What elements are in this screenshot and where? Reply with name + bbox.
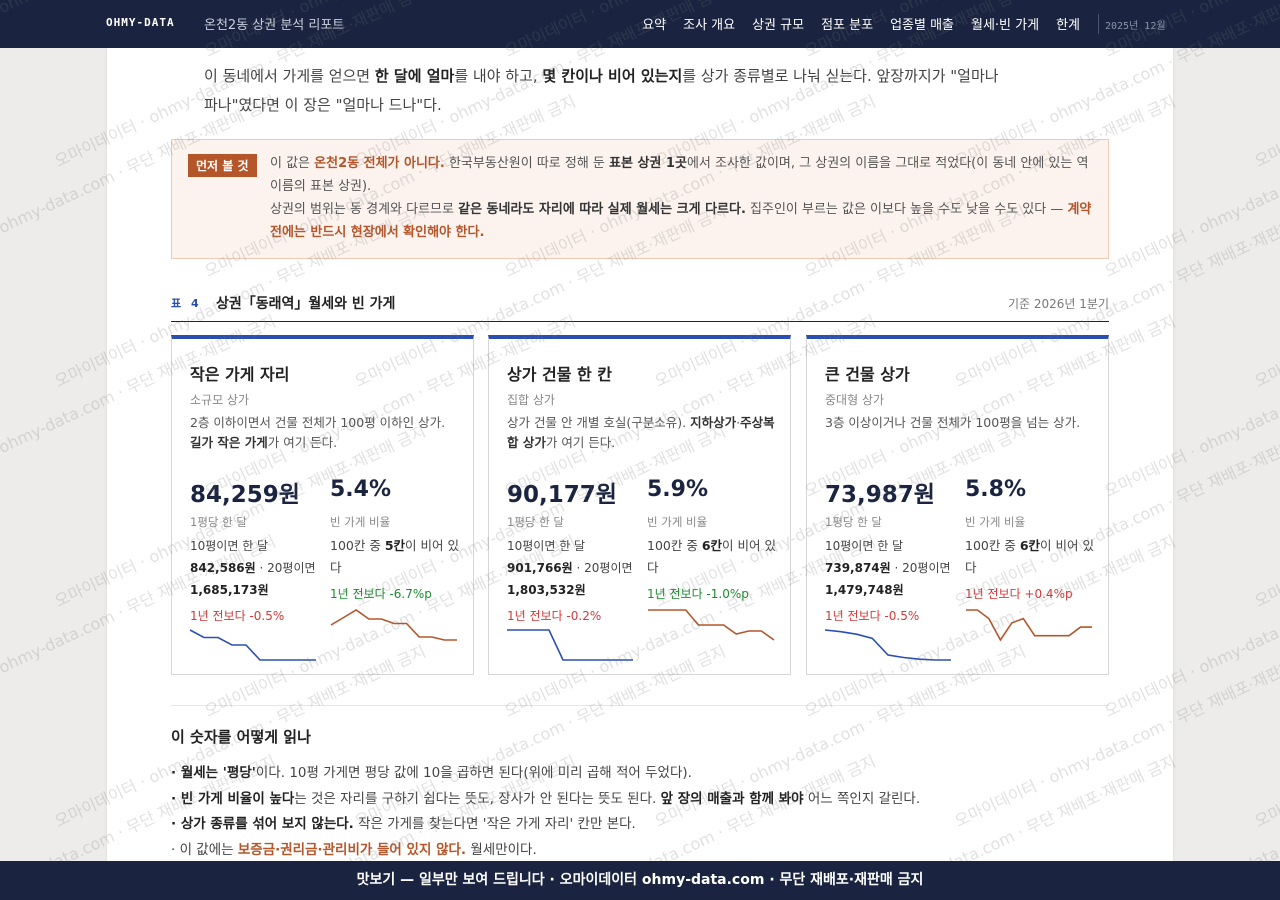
card-subtitle: 집합 상가: [507, 393, 555, 407]
rent-change: 1년 전보다 -0.5%: [190, 609, 285, 623]
nav-item-sales[interactable]: 업종별 매출: [890, 18, 954, 33]
vacancy-note: 100칸 중 5칸이 비어 있다: [330, 538, 459, 575]
vacancy-change: 1년 전보다 -1.0%p: [647, 587, 749, 601]
nav-item-scale[interactable]: 상권 규모: [752, 18, 805, 33]
howto-item: · 빈 가게 비율이 높다는 것은 자리를 구하기 쉽다는 뜻도, 장사가 안 …: [171, 790, 921, 807]
vacancy-trend-line: [966, 609, 1092, 642]
table-number: 표 4: [171, 297, 202, 310]
rent-trend-line: [507, 629, 633, 661]
card-description: 상가 건물 안 개별 호실(구분소유). 지하상가·주상복합 상가가 여기 든다…: [507, 415, 775, 450]
rent-unit-label: 1평당 한 달: [190, 515, 247, 529]
vacancy-change: 1년 전보다 +0.4%p: [965, 587, 1073, 601]
vacancy-label: 빈 가게 비율: [647, 515, 708, 529]
watermark-text: 오마이데이터 · ohmy-data.com · 무단 재배포·재판매 금지: [1251, 202, 1280, 391]
table-title: 상권「동래역」월세와 빈 가게: [216, 296, 396, 312]
nav-item-limits[interactable]: 한계: [1056, 18, 1080, 33]
report-title: 온천2동 상권 분석 리포트: [204, 18, 345, 33]
caution-text: 이 값은 온천2동 전체가 아니다. 한국부동산원이 따로 정해 둔 표본 상권…: [270, 156, 1092, 240]
vacancy-rate: 5.4%: [330, 477, 392, 502]
nav-item-distribution[interactable]: 점포 분포: [821, 18, 874, 33]
watermark-text: 오마이데이터 · ohmy-data.com · 무단 재배포·재판매 금지: [1251, 642, 1280, 831]
vacancy-trend-sparkline: [966, 609, 1092, 642]
rent-card-small: 작은 가게 자리 소규모 상가 2층 이하이면서 건물 전체가 100평 이하인…: [171, 335, 474, 675]
vacancy-change: 1년 전보다 -6.7%p: [330, 587, 432, 601]
card-subtitle: 중대형 상가: [825, 393, 885, 407]
nav-item-rent[interactable]: 월세·빈 가게: [971, 18, 1040, 33]
card-title: 작은 가게 자리: [190, 365, 290, 384]
vacancy-label: 빈 가게 비율: [330, 515, 391, 529]
rent-trend-sparkline: [507, 629, 633, 661]
rent-trend-line: [189, 629, 316, 661]
card-description: 3층 이상이거나 건물 전체가 100평을 넘는 상가.: [825, 415, 1081, 430]
rent-change: 1년 전보다 -0.2%: [507, 609, 602, 623]
rent-per-pyeong: 84,259원: [190, 482, 300, 508]
rent-trend-sparkline: [189, 629, 316, 661]
vacancy-label: 빈 가게 비율: [965, 515, 1026, 529]
nav-divider: [1098, 14, 1099, 34]
card-description: 2층 이하이면서 건물 전체가 100평 이하인 상가. 길가 작은 가게가 여…: [190, 415, 446, 450]
rent-per-pyeong: 73,987원: [825, 482, 935, 508]
vacancy-rate: 5.9%: [647, 477, 709, 502]
nav-menu: 요약 조사 개요 상권 규모 점포 분포 업종별 매출 월세·빈 가게 한계: [642, 14, 1080, 33]
caution-tag: 먼저 볼 것: [188, 154, 257, 177]
section-divider: [171, 705, 1109, 706]
report-date: 2025년 12월: [1105, 21, 1166, 32]
top-navbar: OHMY-DATA 온천2동 상권 분석 리포트 요약 조사 개요 상권 규모 …: [0, 0, 1280, 48]
vacancy-trend-sparkline: [330, 609, 457, 641]
rent-trend-line: [824, 629, 951, 661]
intro-paragraph: 이 동네에서 가게를 얻으면 한 달에 얼마를 내야 하고, 몇 칸이나 비어 …: [204, 67, 999, 114]
table-header: 표 4 상권「동래역」월세와 빈 가게 기준 2026년 1분기: [171, 290, 1109, 322]
howto-item: · 월세는 '평당'이다. 10평 가게면 평당 값에 10을 곱하면 된다(위…: [171, 765, 692, 781]
caution-box: 먼저 볼 것 이 값은 온천2동 전체가 아니다. 한국부동산원이 따로 정해 …: [171, 139, 1109, 259]
vacancy-trend-line: [648, 609, 775, 641]
rent-card-collective: 상가 건물 한 칸 집합 상가 상가 건물 안 개별 호실(구분소유). 지하상…: [488, 335, 791, 675]
howto-list: · 월세는 '평당'이다. 10평 가게면 평당 값에 10을 곱하면 된다(위…: [171, 761, 1111, 863]
rent-card-large: 큰 건물 상가 중대형 상가 3층 이상이거나 건물 전체가 100평을 넘는 …: [806, 335, 1109, 675]
nav-item-overview[interactable]: 조사 개요: [683, 18, 736, 33]
howto-item: · 이 값에는 보증금·권리금·관리비가 들어 있지 않다. 월세만이다.: [171, 841, 537, 858]
watermark-text: 오마이데이터 · ohmy-data.com · 무단 재배포·재판매 금지: [1251, 422, 1280, 611]
rent-calculation: 10평이면 한 달 901,766원 · 20평이면 1,803,532원: [507, 539, 633, 597]
vacancy-rate: 5.8%: [965, 477, 1027, 502]
card-subtitle: 소규모 상가: [190, 393, 250, 407]
table-date: 기준 2026년 1분기: [1007, 297, 1109, 311]
howto-heading: 이 숫자를 어떻게 읽나: [171, 728, 311, 746]
rent-calculation: 10평이면 한 달 739,874원 · 20평이면 1,479,748원: [825, 539, 951, 597]
brand-logo[interactable]: OHMY-DATA: [106, 16, 175, 29]
vacancy-trend-line: [330, 609, 457, 641]
howto-item: · 상가 종류를 섞어 보지 않는다. 작은 가게를 찾는다면 '작은 가게 자…: [171, 816, 636, 832]
nav-item-summary[interactable]: 요약: [642, 18, 667, 33]
rent-unit-label: 1평당 한 달: [825, 515, 882, 529]
preview-footer-banner: 맛보기 — 일부만 보여 드립니다 · 오마이데이터 ohmy-data.com…: [0, 861, 1280, 900]
rent-unit-label: 1평당 한 달: [507, 515, 564, 529]
rent-change: 1년 전보다 -0.5%: [825, 609, 920, 623]
vacancy-note: 100칸 중 6칸이 비어 있다: [965, 538, 1094, 575]
rent-trend-sparkline: [824, 629, 951, 661]
card-title: 큰 건물 상가: [825, 365, 910, 384]
rent-per-pyeong: 90,177원: [507, 482, 617, 508]
card-title: 상가 건물 한 칸: [507, 365, 613, 384]
rent-calculation: 10평이면 한 달 842,586원 · 20평이면 1,685,173원: [190, 539, 316, 597]
vacancy-trend-sparkline: [648, 609, 775, 641]
vacancy-note: 100칸 중 6칸이 비어 있다: [647, 538, 776, 575]
